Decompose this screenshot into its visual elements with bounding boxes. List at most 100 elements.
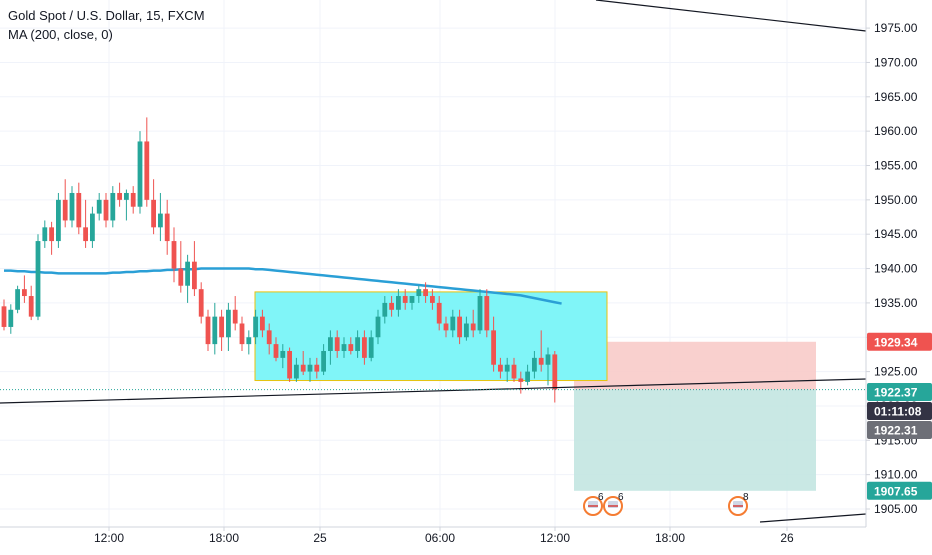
candle-body [321, 350, 326, 372]
candle-body [260, 316, 265, 331]
candle-body [124, 192, 129, 200]
economic-event-icon: 8 [728, 492, 749, 516]
candle [430, 289, 435, 310]
candle [355, 330, 360, 358]
candle-body [477, 296, 483, 331]
candle-body [69, 192, 75, 221]
events: 6 6 8 [583, 492, 749, 516]
candle-body [226, 309, 231, 338]
candle [56, 192, 61, 248]
economic-event-icon: 6 [583, 492, 604, 516]
candle [287, 347, 292, 382]
candle [511, 357, 517, 382]
candle-body [491, 330, 496, 365]
last-price-label-bg [867, 383, 932, 401]
candle-body [42, 227, 48, 242]
trend-line-lower [0, 378, 867, 404]
candle [491, 316, 496, 372]
candle [212, 302, 218, 355]
candle [457, 309, 462, 345]
candle [348, 337, 354, 355]
candle-body [355, 337, 360, 351]
candle-body [22, 289, 27, 297]
candle-body [28, 296, 34, 317]
candle [192, 241, 197, 297]
candle [22, 275, 27, 303]
candle [402, 289, 408, 310]
candle [396, 289, 401, 317]
candle [151, 179, 156, 235]
candle-body [219, 316, 224, 338]
candle-body [314, 364, 320, 372]
event-flag [733, 501, 743, 508]
chart-legend: Gold Spot / U.S. Dollar, 15, FXCM MA (20… [8, 6, 205, 44]
candle-body [532, 357, 537, 372]
candle [260, 309, 265, 338]
candle [375, 309, 381, 345]
candle-body [538, 357, 544, 365]
candle-body [96, 199, 102, 214]
ma-200-line [4, 267, 562, 305]
candle [443, 316, 449, 338]
last-price-label: 1922.37 [874, 386, 918, 400]
price-axis-bg [866, 0, 932, 550]
candle [314, 357, 320, 379]
time-axis-bg [0, 527, 932, 550]
candle-body [110, 192, 116, 221]
candle-body [273, 344, 279, 358]
candle [178, 241, 184, 293]
target-price-label-bg [867, 332, 932, 351]
candle-body [341, 344, 347, 351]
candle-body [117, 192, 122, 200]
candle [69, 186, 75, 228]
candle [538, 330, 544, 372]
candle [35, 234, 41, 321]
candle-body [464, 323, 469, 338]
x-tick-label: 06:00 [425, 531, 455, 545]
event-flag [588, 501, 598, 508]
candle-body [484, 296, 490, 331]
candle-body [375, 316, 381, 338]
candle-body [552, 354, 558, 390]
candle-body [164, 213, 170, 242]
candle-body [402, 296, 408, 303]
x-tick-label: 18:00 [655, 531, 685, 545]
candle [239, 316, 245, 351]
candle-body [185, 261, 190, 286]
stop-zone [574, 389, 816, 491]
candle-body [294, 364, 299, 379]
candle [96, 192, 102, 221]
candle [266, 323, 272, 355]
candle-body [525, 371, 530, 382]
candle [103, 192, 109, 228]
candle [389, 296, 394, 317]
x-tick-label: 18:00 [209, 531, 239, 545]
candle-body [62, 199, 68, 221]
candle [416, 285, 422, 303]
x-tick-label: 12:00 [94, 531, 124, 545]
candle-body [49, 227, 54, 242]
countdown-label: 01:11:08 [874, 405, 922, 419]
candle [90, 206, 95, 248]
y-tick-label: 1960.00 [874, 124, 918, 138]
candle [8, 304, 14, 334]
economic-event-icon: 6 [603, 492, 624, 516]
candle-body [287, 350, 292, 379]
candle-body [389, 302, 394, 310]
candle-body [443, 323, 449, 331]
candle-body [253, 316, 258, 338]
candle-body [76, 192, 82, 228]
x-tick-label: 25 [313, 531, 327, 545]
candle [464, 316, 469, 341]
candle [328, 330, 333, 365]
candle [532, 350, 537, 379]
price-labels: 1929.34 1922.37 01:11:08 1922.31 1907.65 [867, 332, 932, 500]
candle-body [205, 316, 211, 345]
candle [246, 330, 252, 355]
candle [158, 192, 163, 242]
candle [205, 309, 211, 351]
position-zones [574, 341, 816, 491]
candle-body [348, 344, 354, 351]
